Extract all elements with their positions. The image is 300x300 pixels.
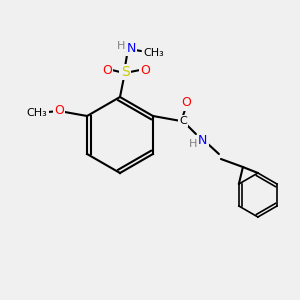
Text: S: S [121, 65, 129, 79]
Text: H: H [117, 41, 125, 51]
Text: N: N [198, 134, 208, 148]
Text: CH₃: CH₃ [144, 48, 164, 58]
Text: N: N [126, 41, 136, 55]
Text: H: H [189, 139, 197, 149]
Text: O: O [140, 64, 150, 76]
Text: C: C [179, 116, 187, 126]
Text: O: O [181, 97, 191, 110]
Text: CH₃: CH₃ [27, 108, 47, 118]
Text: O: O [54, 104, 64, 118]
Text: O: O [102, 64, 112, 76]
